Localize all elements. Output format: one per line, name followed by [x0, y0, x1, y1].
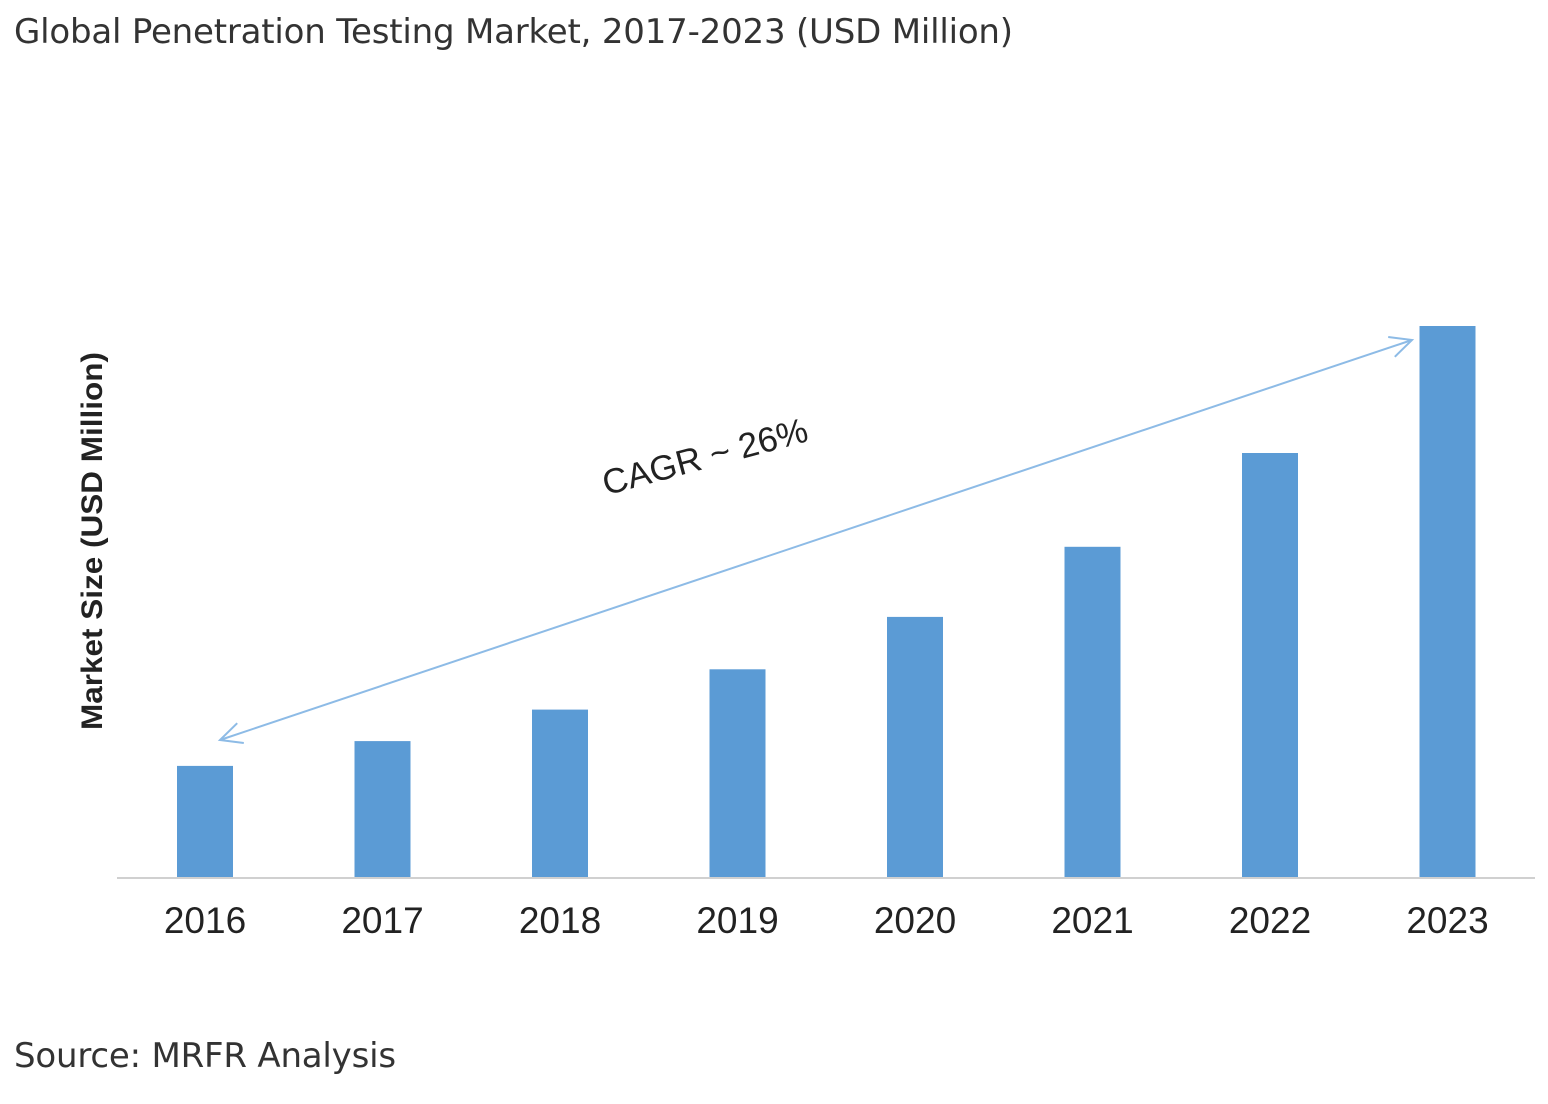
y-axis-label: Market Size (USD Million): [76, 352, 109, 730]
bar-2020: [887, 616, 943, 878]
cagr-arrow-head-end: [1388, 336, 1415, 358]
x-tick-label-2023: 2023: [1406, 900, 1488, 941]
x-tick-labels: 2016 2017 2018 2019 2020 2021 2022 2023: [164, 900, 1489, 941]
source-note: Source: MRFR Analysis: [14, 1036, 396, 1076]
bar-2017: [354, 741, 411, 878]
x-tick-label-2016: 2016: [164, 900, 246, 941]
x-tick-label-2021: 2021: [1051, 900, 1133, 941]
bar-2019: [709, 669, 766, 878]
page-title: Global Penetration Testing Market, 2017-…: [14, 12, 1013, 52]
x-tick-label-2019: 2019: [696, 900, 778, 941]
bar-2016: [177, 765, 233, 878]
x-tick-label-2018: 2018: [519, 900, 601, 941]
bar-2021: [1064, 546, 1121, 878]
cagr-label: CAGR ~ 26%: [598, 411, 812, 503]
x-tick-label-2022: 2022: [1229, 900, 1311, 941]
cagr-arrow-head-start: [217, 722, 244, 744]
bar-2023: [1419, 326, 1476, 878]
bar-2022: [1242, 453, 1298, 878]
cagr-annotation: CAGR ~ 26%: [217, 336, 1415, 744]
cagr-arrow-line: [219, 339, 1413, 741]
bar-2018: [532, 709, 588, 878]
bars-layer: [177, 326, 1476, 878]
x-tick-label-2017: 2017: [341, 900, 423, 941]
x-tick-label-2020: 2020: [874, 900, 956, 941]
